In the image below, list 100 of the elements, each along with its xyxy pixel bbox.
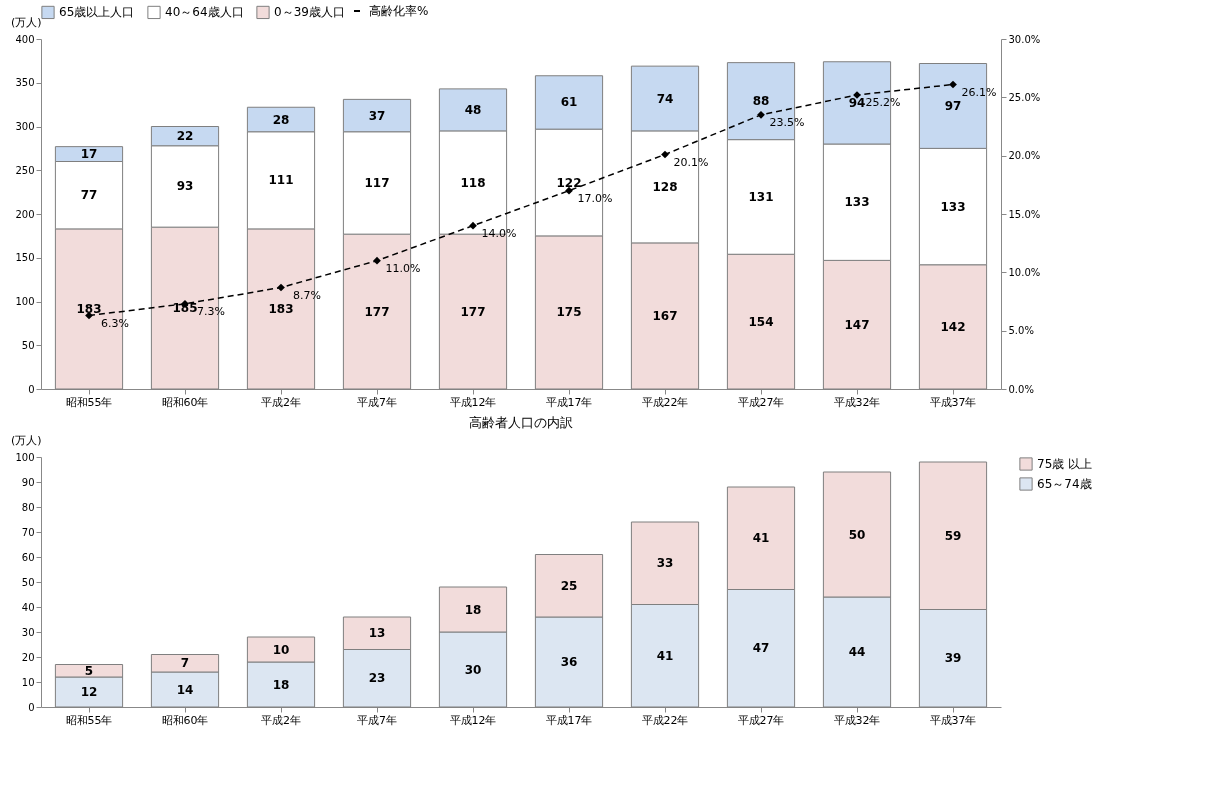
data-label: 18 (272, 677, 290, 692)
data-label: 133 (844, 195, 870, 210)
point (469, 221, 477, 230)
data-label: 28 (272, 112, 290, 127)
y-tick-label: 200 (15, 208, 35, 220)
data-label: 25.2% (865, 96, 901, 109)
x-tick-label: 昭和60年 (161, 713, 209, 727)
legend-label: 75歳 以上 (1037, 457, 1093, 471)
y-axis-title: (万人) (10, 433, 42, 447)
y-tick-label: 60 (21, 551, 35, 563)
data-label: 7.3% (197, 304, 225, 318)
x-tick-label: 平成12年 (449, 713, 497, 727)
y-tick-label: 300 (15, 121, 35, 132)
data-label: 5 (84, 663, 94, 678)
y2-tick-label: 25.0% (1008, 91, 1041, 103)
y-tick-label: 70 (21, 526, 35, 538)
point (757, 110, 765, 119)
data-label: 23.5% (769, 115, 805, 129)
x-tick-label: 平成32年 (833, 395, 881, 409)
y-tick-label: 20 (21, 651, 35, 663)
data-label: 167 (652, 308, 678, 323)
data-label: 147 (844, 317, 870, 332)
y-tick-label: 90 (21, 476, 35, 488)
y-tick-label: 40 (21, 601, 35, 613)
data-label: 128 (652, 179, 678, 194)
data-label: 7 (180, 656, 190, 671)
data-label: 33 (656, 556, 674, 571)
y-tick-label: 50 (21, 576, 35, 588)
data-label: 44 (848, 645, 866, 659)
y-tick-label: 0 (28, 701, 35, 713)
data-label: 25 (560, 578, 578, 593)
y2-tick-label: 30.0% (1008, 33, 1041, 45)
x-tick-label: 平成37年 (929, 713, 977, 727)
y2-tick-label: 15.0% (1008, 208, 1041, 220)
data-label: 122 (556, 175, 582, 190)
x-tick-label: 平成27年 (737, 713, 785, 727)
x-tick-label: 平成32年 (833, 713, 881, 727)
y-tick-label: 350 (15, 77, 35, 89)
x-tick-label: 平成37年 (929, 395, 977, 409)
data-label: 133 (940, 199, 966, 214)
y-tick-label: 250 (15, 164, 35, 176)
data-label: 118 (460, 175, 486, 190)
y-tick-label: 10 (21, 676, 35, 688)
data-label: 94 (848, 95, 866, 110)
data-label: 17 (80, 147, 98, 162)
data-label: 142 (940, 319, 966, 334)
x-tick-label: 昭和55年 (65, 713, 113, 727)
data-label: 22 (176, 129, 194, 144)
x-tick-label: 平成7年 (357, 395, 397, 409)
x-tick-label: 昭和60年 (161, 395, 209, 409)
y-tick-label: 400 (15, 33, 35, 45)
y-tick-label: 0 (28, 383, 35, 395)
y2-tick-label: 0.0% (1008, 383, 1034, 395)
data-label: 88 (752, 94, 770, 109)
data-label: 97 (944, 98, 962, 113)
data-label: 37 (368, 108, 386, 123)
data-label: 175 (556, 305, 582, 320)
x-tick-label: 平成17年 (545, 713, 593, 727)
data-label: 39 (944, 651, 962, 666)
legend-label: 40～64歳人口 (165, 5, 244, 20)
data-label: 6.3% (101, 316, 129, 330)
data-label: 93 (176, 179, 194, 194)
data-label: 61 (560, 95, 578, 110)
x-tick-label: 平成2年 (261, 395, 301, 409)
legend-label: 65歳以上人口 (59, 5, 135, 20)
point (949, 80, 957, 89)
y-tick-label: 100 (15, 296, 35, 307)
data-label: 12 (80, 685, 98, 699)
data-label: 177 (364, 304, 390, 319)
x-tick-label: 昭和55年 (65, 395, 113, 409)
x-tick-label: 平成22年 (641, 713, 689, 727)
data-label: 26.1% (961, 85, 997, 99)
y-axis-title: (万人) (10, 15, 42, 29)
x-tick-label: 平成12年 (449, 395, 497, 409)
point (373, 256, 381, 265)
chart-title: 高齢者人口の内訳 (469, 415, 573, 430)
x-tick-label: 平成27年 (737, 395, 785, 409)
point (277, 283, 285, 292)
y-tick-label: 100 (15, 451, 35, 463)
point (661, 150, 669, 159)
data-label: 30 (464, 662, 482, 677)
data-label: 17.0% (577, 191, 613, 205)
data-label: 23 (368, 671, 386, 686)
data-label: 14.0% (481, 226, 517, 240)
x-tick-label: 平成17年 (545, 395, 593, 409)
y-tick-label: 50 (21, 339, 35, 351)
y2-tick-label: 10.0% (1008, 266, 1041, 278)
y2-tick-label: 20.0% (1008, 150, 1041, 162)
x-tick-label: 平成22年 (641, 395, 689, 409)
y2-tick-label: 5.0% (1008, 325, 1034, 337)
data-label: 41 (752, 531, 770, 546)
y-tick-label: 80 (21, 501, 35, 513)
data-label: 117 (364, 175, 390, 190)
data-label: 183 (76, 301, 102, 316)
y-tick-label: 30 (21, 626, 35, 638)
data-label: 177 (460, 304, 486, 319)
x-tick-label: 平成7年 (357, 713, 397, 727)
legend-label: 65～74歳 (1037, 477, 1092, 491)
data-label: 11.0% (385, 261, 421, 275)
data-label: 10 (272, 642, 290, 657)
